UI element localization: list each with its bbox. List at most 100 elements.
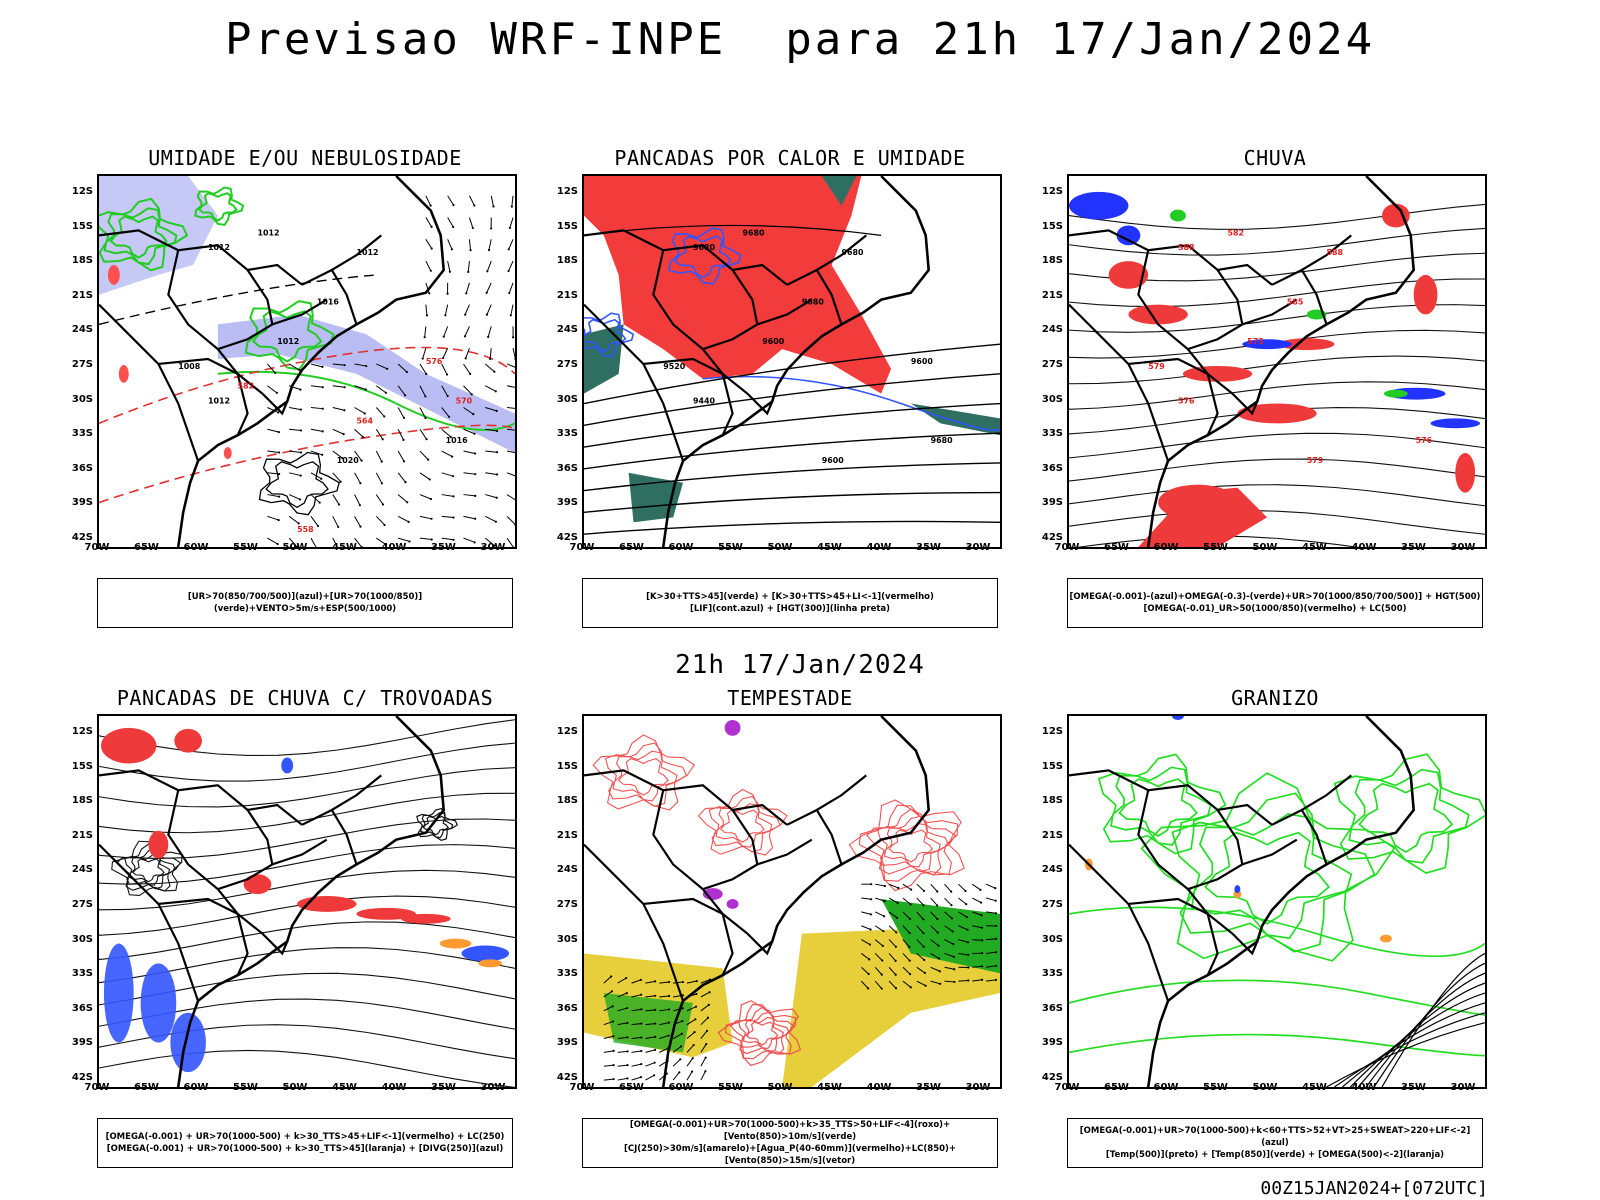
lat-tick-label: 33S bbox=[556, 428, 578, 440]
lon-tick-label: 70W bbox=[84, 1082, 110, 1093]
panel-title-granizo: GRANIZO bbox=[1231, 686, 1319, 710]
lon-tick-label: 60W bbox=[183, 542, 209, 553]
lat-tick-label: 36S bbox=[71, 1002, 93, 1014]
lat-tick-label: 21S bbox=[1041, 289, 1063, 301]
panel-title-tempestade: TEMPESTADE bbox=[727, 686, 853, 710]
lon-tick-label: 40W bbox=[1351, 542, 1377, 553]
contour-label: 570 bbox=[456, 397, 473, 406]
lat-tick-label: 12S bbox=[556, 186, 578, 197]
panel-granizo: GRANIZO 12S 15S 18S 21S 24S 27S 30S 33S 36S 39S 42S… bbox=[1042, 686, 1505, 1168]
lat-tick-label: 24S bbox=[71, 864, 93, 876]
legend-line: [OMEGA(-0.001)+UR>70(1000-500)+k<60+TTS>… bbox=[1079, 1126, 1471, 1148]
legend-line: [OMEGA(-0.01)_UR>50(1000/850)(vermelho) … bbox=[1143, 604, 1407, 614]
lon-tick-label: 70W bbox=[84, 542, 110, 553]
contour-label: 9600 bbox=[911, 357, 934, 366]
lat-tick-label: 33S bbox=[1041, 428, 1063, 440]
contour-label: 1016 bbox=[317, 298, 340, 307]
lat-tick-label: 36S bbox=[1041, 462, 1063, 474]
lat-tick-label: 39S bbox=[71, 1037, 93, 1049]
lon-tick-label: 30W bbox=[965, 1082, 991, 1093]
legend-pancadas-trovoadas: [OMEGA(-0.001) + UR>70(1000-500) + k>30_… bbox=[97, 1118, 513, 1168]
contour-label: 9440 bbox=[693, 397, 716, 406]
lon-tick-label: 40W bbox=[1351, 1082, 1377, 1093]
lon-tick-label: 45W bbox=[817, 1082, 842, 1093]
panel-title-umidade: UMIDADE E/OU NEBULOSIDADE bbox=[148, 146, 462, 170]
lon-tick-label: 65W bbox=[134, 542, 159, 553]
lat-tick-label: 42S bbox=[1041, 1072, 1063, 1083]
lon-tick-label: 60W bbox=[668, 542, 694, 553]
contour-label: 576 bbox=[1416, 436, 1433, 445]
lon-tick-label: 70W bbox=[569, 1082, 595, 1093]
lat-tick-label: 27S bbox=[71, 899, 93, 910]
contour-label: 9680 bbox=[931, 436, 954, 445]
map-tempestade bbox=[582, 714, 1002, 1089]
lat-tick-label: 30S bbox=[556, 933, 578, 945]
lat-tick-label: 18S bbox=[556, 795, 578, 807]
lat-tick-label: 36S bbox=[556, 1002, 578, 1014]
lat-tick-label: 36S bbox=[556, 462, 578, 474]
contour-label: 9680 bbox=[693, 243, 716, 252]
legend-chuva: [OMEGA(-0.001)-(azul)+OMEGA(-0.3)-(verde… bbox=[1067, 578, 1483, 628]
contour-label: 1012 bbox=[208, 243, 230, 252]
contour-label: 9680 bbox=[842, 248, 865, 257]
lat-tick-label: 15S bbox=[1041, 760, 1063, 772]
lat-tick-label: 18S bbox=[556, 255, 578, 267]
lon-tick-label: 40W bbox=[381, 542, 407, 553]
lat-tick-label: 33S bbox=[71, 968, 93, 980]
lon-tick-label: 70W bbox=[1054, 1082, 1080, 1093]
lat-tick-label: 39S bbox=[1041, 1037, 1063, 1049]
lon-tick-label: 35W bbox=[431, 1082, 456, 1093]
lat-tick-label: 30S bbox=[71, 393, 93, 405]
legend-line: [OMEGA(-0.001)-(azul)+OMEGA(-0.3)-(verde… bbox=[1069, 592, 1481, 602]
lat-tick-label: 24S bbox=[71, 324, 93, 336]
legend-line: [CJ(250)>30m/s](amarelo)+[Agua_P(40-60mm… bbox=[623, 1144, 957, 1166]
lat-tick-label: 18S bbox=[71, 255, 93, 267]
lat-tick-label: 12S bbox=[1041, 726, 1063, 737]
lon-tick-label: 30W bbox=[1450, 1082, 1476, 1093]
contour-label: 576 bbox=[426, 357, 443, 366]
legend-line: [OMEGA(-0.001) + UR>70(1000-500) + k>30_… bbox=[106, 1144, 504, 1154]
lat-tick-label: 30S bbox=[71, 933, 93, 945]
lon-tick-label: 60W bbox=[668, 1082, 694, 1093]
contour-label: 588 bbox=[1178, 243, 1195, 252]
lat-tick-label: 18S bbox=[1041, 255, 1063, 267]
lon-tick-label: 60W bbox=[183, 1082, 209, 1093]
contour-label: 1016 bbox=[446, 436, 469, 445]
lat-tick-label: 27S bbox=[556, 359, 578, 370]
lon-tick-label: 55W bbox=[1203, 1082, 1228, 1093]
lon-tick-label: 45W bbox=[817, 542, 842, 553]
lat-tick-label: 30S bbox=[1041, 933, 1063, 945]
lon-tick-label: 60W bbox=[1153, 542, 1179, 553]
map-canvas: 9680 9680 9680 9680 9600 9680 9600 9520 9440 9600 bbox=[584, 176, 1000, 547]
lat-tick-label: 33S bbox=[556, 968, 578, 980]
lon-tick-label: 45W bbox=[1302, 1082, 1327, 1093]
lat-tick-label: 42S bbox=[556, 1072, 578, 1083]
contour-label: 579 bbox=[1148, 362, 1165, 371]
lat-tick-label: 39S bbox=[556, 497, 578, 509]
lat-tick-label: 30S bbox=[1041, 393, 1063, 405]
lat-tick-label: 39S bbox=[556, 1037, 578, 1049]
legend-line: [K>30+TTS>45](verde) + [K>30+TTS>45+LI<-… bbox=[646, 592, 934, 602]
contour-label: 1012 bbox=[277, 337, 299, 346]
map-canvas: 588 588 582 585 579 576 573 579 576 bbox=[1069, 176, 1485, 547]
panel-pancadas-calor: PANCADAS POR CALOR E UMIDADE 9680 9680 9680… bbox=[557, 146, 1020, 628]
lat-tick-label: 27S bbox=[1041, 359, 1063, 370]
model-run-label: 00Z15JAN2024+[072UTC] bbox=[1260, 1178, 1488, 1199]
legend-granizo: [OMEGA(-0.001)+UR>70(1000-500)+k<60+TTS>… bbox=[1067, 1118, 1483, 1168]
legend-line: [OMEGA(-0.001)+UR>70(1000-500)+k>35_TTS>… bbox=[629, 1120, 951, 1142]
legend-line: [LIF](cont.azul) + [HGT(300)](linha pret… bbox=[689, 604, 891, 614]
panel-umidade: UMIDADE E/OU NEBULOSIDADE 1012 1012 1012 101… bbox=[72, 146, 535, 628]
lat-tick-label: 18S bbox=[1041, 795, 1063, 807]
lon-tick-label: 55W bbox=[233, 542, 258, 553]
legend-line: [UR>70(850/700/500)](azul)+[UR>70(1000/8… bbox=[187, 592, 423, 614]
contour-label: 9600 bbox=[762, 337, 785, 346]
lon-tick-label: 70W bbox=[569, 542, 595, 553]
legend-pancadas-calor: [K>30+TTS>45](verde) + [K>30+TTS>45+LI<-… bbox=[582, 578, 998, 628]
panel-tempestade: TEMPESTADE 12S 15S 18S 21S 24S 27S 30S 33S 36S 39S… bbox=[557, 686, 1020, 1168]
lat-tick-label: 30S bbox=[556, 393, 578, 405]
contour-label: 564 bbox=[357, 416, 374, 425]
legend-line: [Temp(500)](preto) + [Temp(850)](verde) … bbox=[1105, 1150, 1445, 1160]
contour-label: 582 bbox=[238, 382, 255, 391]
legend-tempestade: [OMEGA(-0.001)+UR>70(1000-500)+k>35_TTS>… bbox=[582, 1118, 998, 1168]
lat-tick-label: 15S bbox=[71, 760, 93, 772]
